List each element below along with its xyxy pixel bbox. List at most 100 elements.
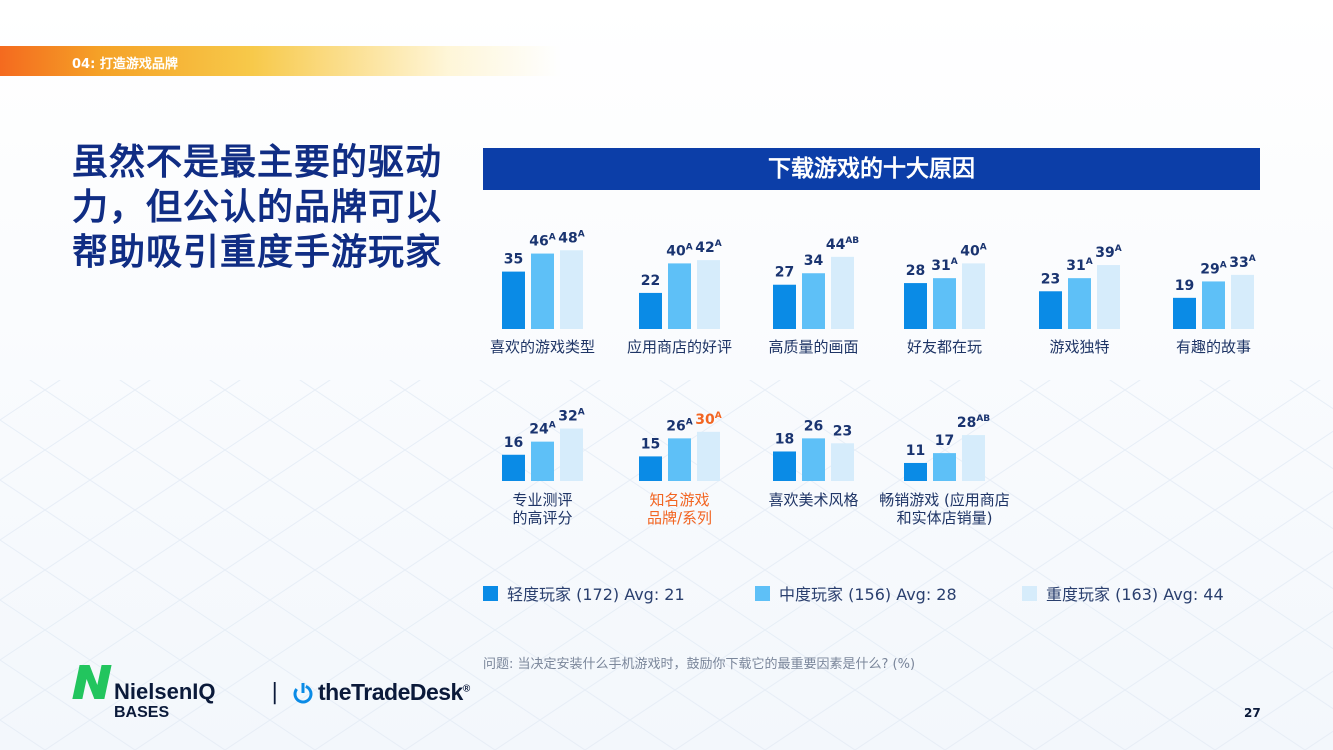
bar-6-series-3	[1231, 274, 1254, 329]
bar-10-series-3	[962, 435, 985, 481]
value-label-1-1: 35	[504, 252, 523, 268]
bar-9-series-3	[831, 443, 854, 481]
bar-7-series-1	[502, 454, 525, 481]
bar-8-series-3	[697, 431, 720, 481]
sig-marker: AB	[845, 236, 859, 246]
bar-4-series-1	[904, 283, 927, 329]
legend-swatch-medium	[755, 585, 770, 601]
bar-7-series-2	[531, 441, 554, 481]
bar-8-series-1	[639, 456, 662, 481]
bar-2-series-2	[668, 263, 691, 329]
category-label-6: 有趣的故事	[1176, 338, 1251, 356]
bar-9-series-2	[802, 438, 825, 481]
tradedesk-power-icon	[293, 683, 313, 704]
tradedesk-wordmark: theTradeDesk®	[318, 679, 470, 706]
sig-marker: A	[980, 242, 987, 252]
nielseniq-wordmark: NielsenIQ	[114, 679, 216, 704]
bar-5-series-1	[1039, 291, 1062, 329]
sig-marker: A	[715, 411, 722, 421]
category-label-7: 的高评分	[512, 509, 572, 527]
category-label-1: 喜欢的游戏类型	[490, 338, 595, 356]
value-label-4-3: 40A	[960, 242, 986, 259]
category-label-3: 高质量的画面	[768, 338, 858, 356]
sig-marker: A	[715, 239, 722, 249]
value-label-2-3: 42A	[695, 239, 721, 256]
legend-swatch-heavy	[1022, 585, 1037, 601]
nielseniq-bases: BASES	[114, 704, 170, 721]
category-label-10: 和实体店销量)	[897, 509, 993, 527]
tradedesk-name: theTradeDesk	[318, 679, 463, 705]
bar-6-series-1	[1173, 297, 1196, 329]
category-label-9: 喜欢美术风格	[768, 491, 858, 509]
value-label-8-3: 30A	[695, 411, 721, 428]
nielseniq-logo-icon	[72, 665, 112, 699]
sig-marker: A	[549, 233, 556, 243]
sig-marker: A	[549, 421, 556, 431]
value-label-1-3: 48A	[558, 229, 584, 246]
sig-marker: A	[686, 242, 693, 252]
value-label-2-2: 40A	[666, 242, 692, 259]
bar-3-series-1	[773, 284, 796, 329]
page-number: 27	[1244, 706, 1261, 720]
survey-question: 问题: 当决定安装什么手机游戏时，鼓励你下载它的最重要因素是什么? (%)	[483, 657, 916, 672]
tradedesk-registered: ®	[462, 683, 470, 695]
value-label-9-1: 18	[775, 431, 794, 447]
value-label-8-1: 15	[641, 436, 660, 452]
value-label-4-2: 31A	[931, 257, 957, 274]
sig-marker: AB	[976, 414, 990, 424]
section-label: 04: 打造游戏品牌	[72, 57, 178, 72]
value-label-5-1: 23	[1041, 271, 1060, 287]
chart-title: 下载游戏的十大原因	[483, 148, 1260, 190]
value-label-5-2: 31A	[1066, 257, 1092, 274]
section-banner	[0, 46, 560, 76]
value-label-9-3: 23	[833, 423, 852, 439]
value-label-6-1: 19	[1175, 278, 1194, 294]
bar-5-series-2	[1068, 278, 1091, 329]
category-label-5: 游戏独特	[1049, 338, 1109, 356]
bar-4-series-3	[962, 263, 985, 329]
bar-2-series-1	[639, 292, 662, 329]
value-label-3-2: 34	[804, 253, 824, 269]
value-label-6-3: 33A	[1229, 254, 1255, 271]
bar-1-series-3	[560, 250, 583, 329]
legend-item-medium: 中度玩家 (156) Avg: 28	[755, 581, 957, 605]
value-label-4-1: 28	[906, 263, 925, 279]
value-label-10-1: 11	[906, 443, 925, 459]
bar-2-series-3	[697, 260, 720, 329]
value-label-10-3: 28AB	[957, 414, 990, 431]
sig-marker: A	[578, 408, 585, 418]
value-label-7-1: 16	[504, 435, 523, 451]
sig-marker: A	[578, 229, 585, 239]
legend-label-medium: 中度玩家 (156) Avg: 28	[779, 585, 957, 604]
category-label-8: 知名游戏	[649, 491, 709, 509]
category-label-7: 专业测评	[512, 491, 572, 509]
value-label-3-3: 44AB	[826, 236, 859, 253]
value-label-1-2: 46A	[529, 233, 555, 250]
sig-marker: A	[951, 257, 958, 267]
category-label-8: 品牌/系列	[647, 509, 712, 527]
legend-item-heavy: 重度玩家 (163) Avg: 44	[1022, 581, 1224, 605]
value-label-7-3: 32A	[558, 408, 584, 425]
value-label-9-2: 26	[804, 418, 823, 434]
sig-marker: A	[1220, 260, 1227, 270]
bar-3-series-3	[831, 256, 854, 329]
sig-marker: A	[1249, 254, 1256, 264]
category-label-10: 畅销游戏 (应用商店	[879, 491, 1010, 509]
bar-7-series-3	[560, 428, 583, 481]
value-label-8-2: 26A	[666, 417, 692, 434]
logo-separator: |	[271, 680, 279, 705]
bar-6-series-2	[1202, 281, 1225, 329]
value-label-5-3: 39A	[1095, 244, 1121, 261]
bar-10-series-2	[933, 453, 956, 481]
legend-label-light: 轻度玩家 (172) Avg: 21	[507, 585, 685, 604]
category-label-2: 应用商店的好评	[627, 338, 732, 356]
bar-4-series-2	[933, 278, 956, 329]
legend-swatch-light	[483, 585, 498, 601]
legend-label-heavy: 重度玩家 (163) Avg: 44	[1046, 585, 1224, 604]
bar-5-series-3	[1097, 265, 1120, 329]
value-label-3-1: 27	[775, 265, 794, 281]
legend-item-light: 轻度玩家 (172) Avg: 21	[483, 581, 685, 605]
value-label-6-2: 29A	[1200, 260, 1226, 277]
sig-marker: A	[1115, 244, 1122, 254]
